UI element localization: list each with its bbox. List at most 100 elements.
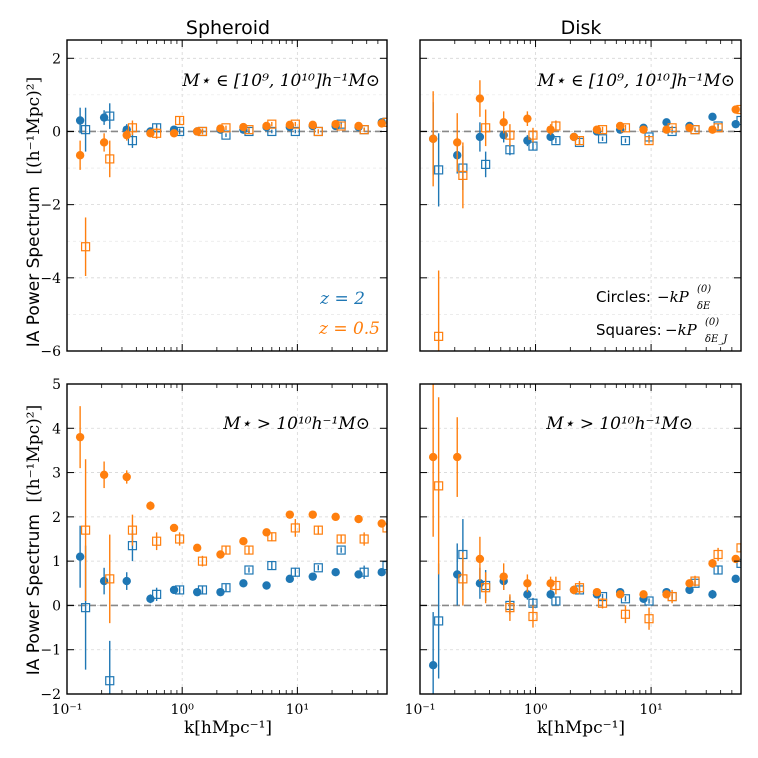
data-point-square xyxy=(127,136,138,146)
x-tick-label: 10¹ xyxy=(286,702,309,718)
y-tick-label: 1 xyxy=(52,554,61,570)
data-point-circle xyxy=(75,151,85,160)
marker-note-squares-math: −kP xyxy=(665,321,698,339)
data-point-square xyxy=(434,165,444,175)
y-axis-label-units: [(h⁻¹Mpc)²] xyxy=(24,77,44,175)
data-point-square xyxy=(244,565,254,575)
data-point-circle xyxy=(262,581,271,590)
y-axis-label-bottom: IA Power Spectrum [(h⁻¹Mpc)²] xyxy=(24,405,44,676)
data-point-square xyxy=(713,123,723,133)
data-point-square xyxy=(713,549,723,560)
x-tick-label: 10⁰ xyxy=(170,702,194,718)
y-axis-label-text: IA Power Spectrum xyxy=(24,186,44,347)
data-point-square xyxy=(105,574,115,584)
data-point-circle xyxy=(662,125,671,134)
data-point-square xyxy=(313,563,323,573)
data-point-square xyxy=(80,125,91,135)
data-point-circle xyxy=(146,129,155,138)
marker-note-squares-sub: δE_J xyxy=(705,334,728,345)
data-point-circle xyxy=(569,585,579,595)
data-point-square xyxy=(127,525,138,535)
x-axis-label-left: k[hMpc⁻¹] xyxy=(184,718,272,738)
data-point-circle xyxy=(662,590,671,599)
data-points xyxy=(75,80,741,694)
data-point-square xyxy=(290,567,300,577)
data-point-square xyxy=(175,115,185,126)
data-point-square xyxy=(221,583,231,593)
axes-frame xyxy=(66,39,388,352)
y-tick-label: −6 xyxy=(40,344,61,360)
data-point-circle xyxy=(354,514,363,524)
data-point-circle xyxy=(639,590,648,599)
data-point-circle xyxy=(615,121,625,131)
panel-data xyxy=(428,384,741,694)
data-point-square xyxy=(336,545,346,555)
data-point-square xyxy=(290,126,300,137)
y-tick-label: 2 xyxy=(52,51,61,67)
data-point-circle xyxy=(731,574,740,584)
tick-labels: −6 −4 −2 0 2 −2 −1 0 1 2 3 4 5 10⁻¹ 10⁰ 10¹ 10⁻¹ 10⁰ 10¹ xyxy=(40,51,662,718)
marker-note-squares-sup: (0) xyxy=(705,317,719,328)
data-point-circle xyxy=(523,114,532,123)
data-point-square xyxy=(175,585,185,595)
panel-data xyxy=(75,103,387,276)
marker-note-circles-sup: (0) xyxy=(697,284,711,295)
data-point-circle xyxy=(428,452,438,462)
data-point-circle xyxy=(331,119,340,129)
data-point-square xyxy=(574,136,585,146)
axes-frame xyxy=(66,383,388,695)
legend-z2: z = 2 xyxy=(319,289,365,309)
data-point-square xyxy=(528,130,538,140)
data-point-square xyxy=(336,534,346,544)
y-tick-label: −2 xyxy=(40,198,61,214)
data-point-circle xyxy=(708,590,717,599)
data-point-square xyxy=(267,126,277,137)
data-point-circle xyxy=(731,554,740,564)
data-point-circle xyxy=(169,523,179,533)
data-point-circle xyxy=(546,132,555,142)
data-point-circle xyxy=(708,559,717,568)
y-tick-label: 3 xyxy=(52,466,61,482)
data-point-circle xyxy=(122,130,131,140)
data-point-square xyxy=(736,543,741,553)
y-axis-label-units: [(h⁻¹Mpc)²] xyxy=(24,405,44,503)
data-point-square xyxy=(551,136,561,146)
marker-note-circles-sub: δE xyxy=(697,301,711,312)
data-point-square xyxy=(644,596,654,606)
panel-data xyxy=(75,406,387,694)
data-point-circle xyxy=(75,116,85,125)
data-point-circle xyxy=(546,579,555,588)
data-point-circle xyxy=(192,543,202,553)
panel-annotation-bottom-right: M⋆ > 10¹⁰h⁻¹M⊙ xyxy=(545,414,693,434)
data-point-square xyxy=(458,574,468,584)
data-point-circle xyxy=(75,552,85,561)
data-point-circle xyxy=(146,501,155,510)
data-point-square xyxy=(736,115,741,126)
data-point-square xyxy=(481,123,491,133)
data-point-square xyxy=(551,596,561,606)
x-tick-label: 10⁻¹ xyxy=(405,702,436,718)
data-point-square xyxy=(197,556,208,566)
marker-note-circles-math: −kP xyxy=(657,288,690,306)
data-point-square xyxy=(382,523,387,533)
data-point-circle xyxy=(239,537,248,546)
column-title-disk: Disk xyxy=(561,17,602,39)
data-point-square xyxy=(105,154,115,164)
data-point-square xyxy=(667,123,677,133)
data-point-square xyxy=(620,123,631,133)
data-point-circle xyxy=(453,452,462,462)
data-point-square xyxy=(80,242,91,252)
data-point-square xyxy=(690,576,700,586)
data-point-circle xyxy=(523,579,532,588)
data-point-circle xyxy=(731,105,740,114)
data-point-circle xyxy=(428,134,438,143)
data-point-square xyxy=(152,536,162,546)
data-point-square xyxy=(551,121,561,131)
y-tick-label: −2 xyxy=(40,687,61,703)
data-point-circle xyxy=(192,127,202,136)
data-point-square xyxy=(620,136,631,146)
data-point-square xyxy=(267,532,277,542)
x-tick-label: 10¹ xyxy=(639,702,662,718)
y-tick-label: 5 xyxy=(52,377,61,393)
data-point-square xyxy=(244,545,254,555)
